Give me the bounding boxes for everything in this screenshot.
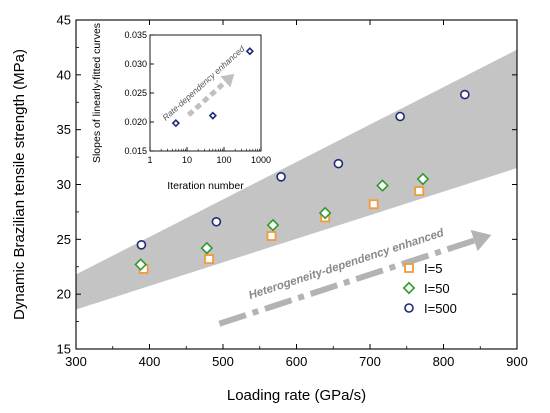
y-tick-label: 25: [57, 232, 71, 247]
inset-x-axis-title: Iteration number: [167, 180, 244, 192]
legend-marker: [404, 263, 414, 273]
data-point-series-1: [266, 231, 277, 241]
inset-background: [150, 35, 261, 151]
legend: I=5 I=50 I=500: [402, 261, 457, 316]
data-point-series-3: [276, 172, 286, 182]
inset-axis-ticks: 1 10 100 1000 0.015 0.020 0.025 0.030 0.035: [124, 30, 271, 165]
y-tick-label: 20: [57, 287, 71, 302]
inset-y-axis-title: Slopes of linearly-fitted curves: [91, 23, 103, 163]
main-band-layer: [76, 49, 517, 310]
confidence-band: [76, 49, 517, 310]
data-point-series-1: [368, 199, 379, 210]
x-tick-label: 600: [286, 354, 308, 369]
inset-y-tick-label: 0.025: [124, 88, 147, 98]
heterogeneity-arrow-shaft: [218, 237, 476, 327]
data-point-series-1: [204, 254, 214, 264]
x-tick-label: 500: [212, 354, 234, 369]
main-data-points: [134, 89, 470, 274]
rate-dependency-arrow-head: [220, 73, 235, 88]
data-point-series-2: [376, 179, 389, 192]
inset-x-tick-label: 1: [147, 155, 152, 165]
inset-data-point: [208, 111, 217, 120]
y-tick-label: 45: [57, 13, 71, 28]
legend-label: I=5: [424, 261, 442, 276]
inset-y-tick-label: 0.035: [124, 30, 147, 40]
main-x-axis-title: Loading rate (GPa/s): [227, 387, 366, 404]
data-point-series-1: [414, 186, 425, 196]
main-y-axis-title: Dynamic Brazilian tensile strength (MPa): [11, 49, 28, 320]
data-point-series-3: [333, 158, 344, 169]
inset-chart: Rate-dependency enhanced 1 10 100 10000.015…: [91, 23, 271, 192]
inset-x-tick-label: 1000: [251, 155, 271, 165]
legend-marker: [404, 303, 414, 313]
inset-y-tick-label: 0.030: [124, 59, 147, 69]
rate-dependency-arrow-shaft: [186, 80, 228, 117]
x-tick-label: 400: [139, 354, 161, 369]
legend-label: I=50: [424, 281, 450, 296]
y-tick-label: 15: [57, 342, 71, 357]
y-tick-label: 30: [57, 177, 71, 192]
legend-label: I=500: [424, 301, 457, 316]
y-tick-label: 40: [57, 67, 71, 82]
inset-y-tick-label: 0.020: [124, 117, 147, 127]
inset-x-tick-label: 10: [182, 155, 192, 165]
data-point-series-3: [460, 89, 470, 100]
inset-data-point: [245, 47, 254, 56]
data-point-series-2: [416, 172, 430, 186]
x-tick-label: 700: [359, 354, 381, 369]
inset-x-tick-label: 100: [216, 155, 231, 165]
x-tick-label: 900: [506, 354, 528, 369]
x-tick-label: 800: [433, 354, 455, 369]
legend-marker: [402, 281, 416, 295]
inset-data-points: [171, 47, 254, 128]
inset-y-tick-label: 0.015: [124, 146, 147, 156]
data-point-series-2: [134, 258, 148, 271]
data-point-series-3: [136, 240, 147, 250]
data-point-series-3: [395, 111, 405, 122]
data-point-series-3: [211, 216, 222, 227]
inset-data-point: [171, 119, 180, 128]
data-point-series-2: [318, 206, 332, 220]
heterogeneity-arrow-head: [470, 229, 492, 252]
y-tick-label: 35: [57, 122, 71, 137]
main-axis-ticks: 300 400 500 600 700 800 900 15 20 25 30 35 40 45: [57, 13, 528, 370]
data-point-series-2: [266, 218, 280, 232]
x-tick-label: 300: [65, 354, 87, 369]
data-point-series-2: [200, 241, 214, 255]
